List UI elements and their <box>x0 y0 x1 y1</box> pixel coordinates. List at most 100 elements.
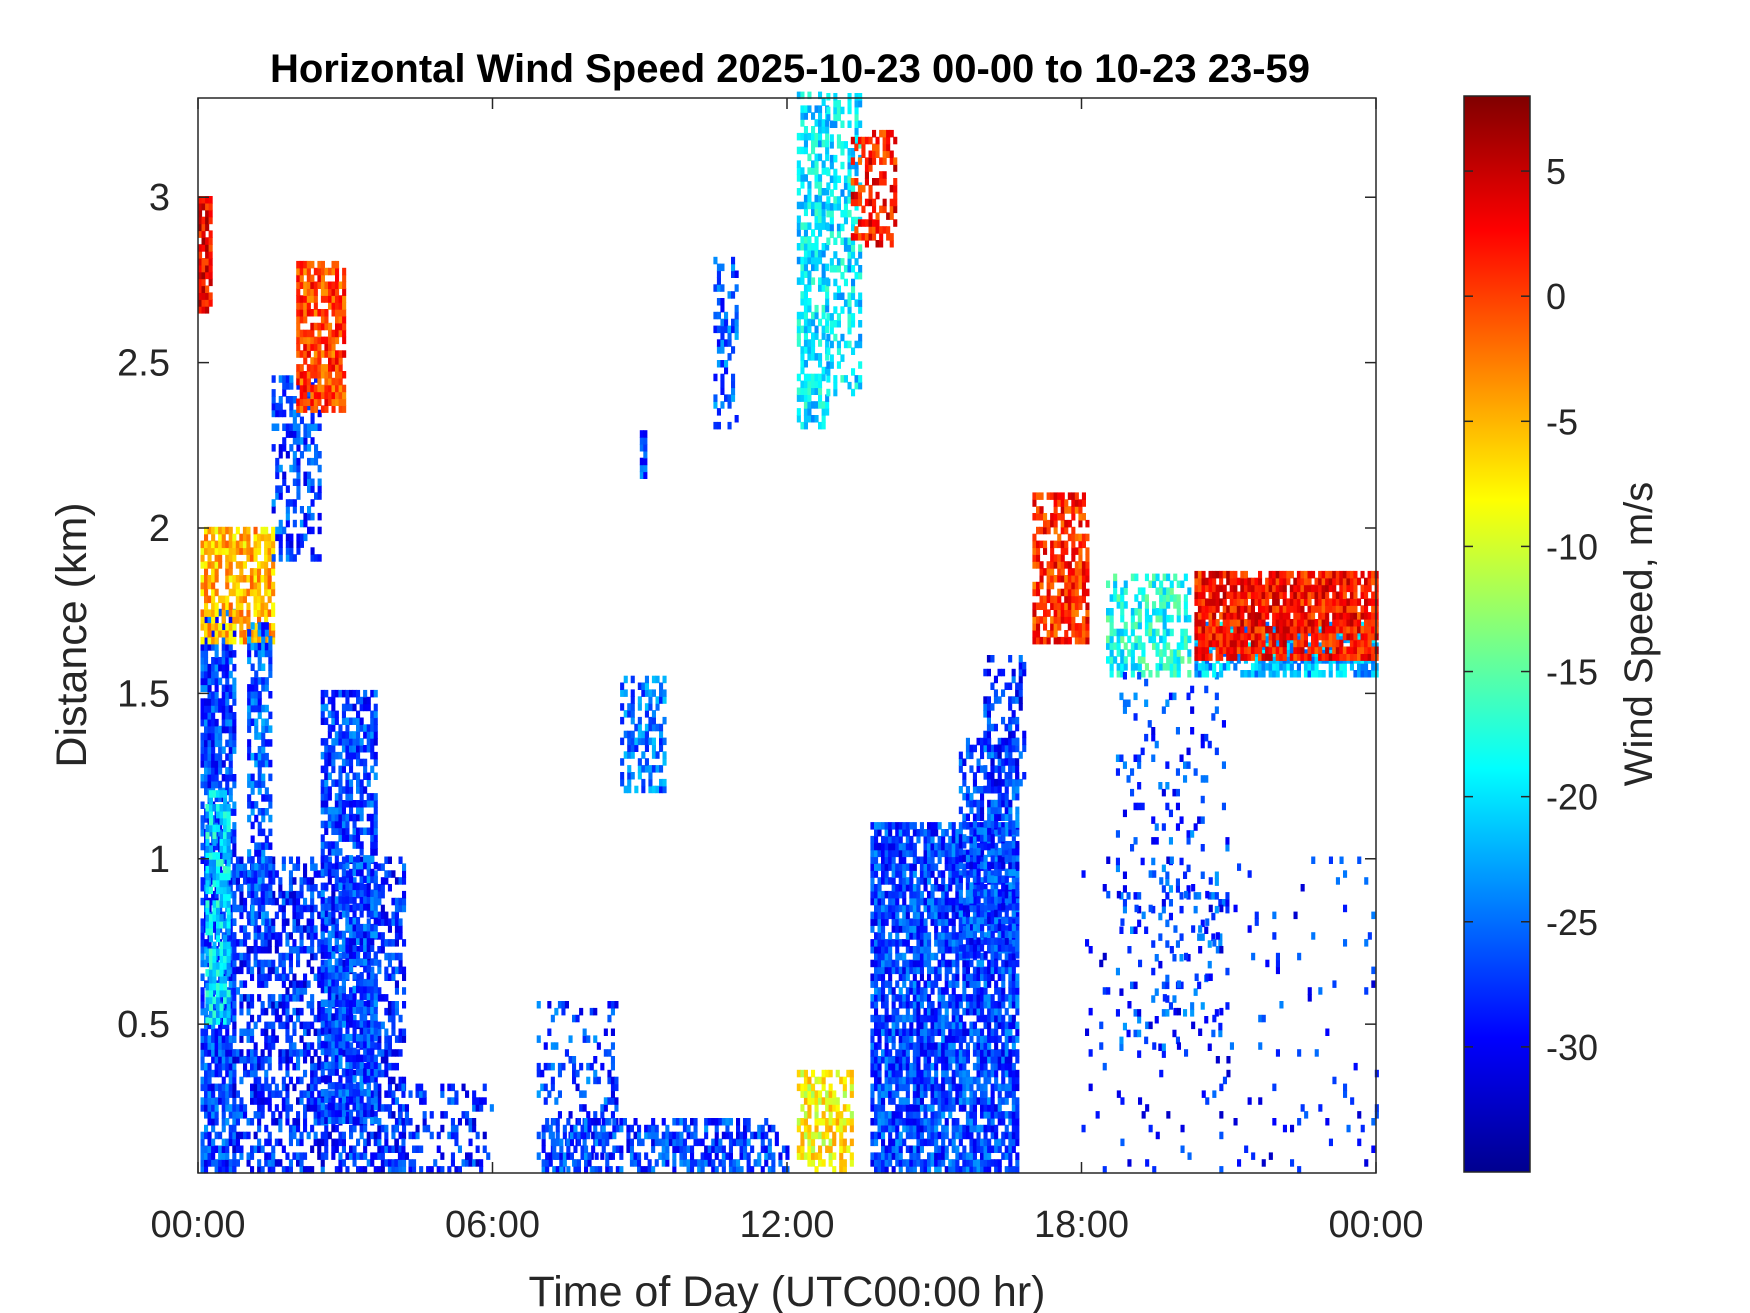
heatmap-cell <box>807 270 812 278</box>
heatmap-cell <box>288 980 293 988</box>
heatmap-cell <box>879 205 884 214</box>
heatmap-cell <box>601 1124 606 1133</box>
heatmap-cell <box>349 765 354 774</box>
heatmap-cell <box>216 872 221 881</box>
heatmap-cell <box>299 1159 304 1167</box>
heatmap-cell <box>331 1090 336 1098</box>
heatmap-cell <box>320 1006 325 1014</box>
heatmap-cell <box>288 870 293 878</box>
heatmap-cell <box>267 1152 272 1160</box>
heatmap-cell <box>268 636 273 644</box>
heatmap-cell <box>370 1116 375 1124</box>
heatmap-cell <box>327 1097 332 1105</box>
heatmap-cell <box>205 955 210 963</box>
heatmap-cell <box>338 377 343 386</box>
heatmap-cell <box>814 105 819 113</box>
heatmap-cell <box>264 1138 269 1147</box>
heatmap-cell <box>296 856 301 864</box>
heatmap-cell <box>268 842 273 850</box>
heatmap-cell <box>324 793 329 801</box>
heatmap-cell <box>422 1090 427 1098</box>
heatmap-cell <box>267 932 272 940</box>
heatmap-cell <box>387 1076 392 1085</box>
heatmap-cell <box>225 554 230 562</box>
heatmap-cell <box>345 1111 350 1119</box>
heatmap-cell <box>651 1138 656 1147</box>
heatmap-cell <box>338 371 343 379</box>
heatmap-cell <box>623 730 628 739</box>
heatmap-cell <box>711 1159 716 1167</box>
heatmap-cell <box>796 201 801 210</box>
heatmap-cell <box>356 1109 361 1118</box>
heatmap-cell <box>246 588 251 597</box>
heatmap-cell <box>331 1054 336 1063</box>
heatmap-cell <box>620 689 625 697</box>
heatmap-cell <box>639 430 644 438</box>
heatmap-cell <box>303 1104 308 1112</box>
heatmap-cell <box>349 1054 354 1063</box>
heatmap-cell <box>603 1097 608 1105</box>
heatmap-cell <box>254 752 259 761</box>
heatmap-cell <box>207 684 212 692</box>
heatmap-cell <box>363 1040 368 1049</box>
heatmap-cell <box>610 1042 615 1050</box>
heatmap-cell <box>214 1083 219 1092</box>
heatmap-cell <box>225 670 230 679</box>
heatmap-cell <box>725 1131 730 1140</box>
heatmap-cell <box>264 932 269 940</box>
heatmap-cell <box>216 969 221 977</box>
heatmap-cell <box>214 691 219 699</box>
heatmap-cell <box>226 969 231 977</box>
heatmap-cell <box>594 1131 599 1140</box>
heatmap-cell <box>851 278 856 287</box>
heatmap-cell <box>331 1040 336 1049</box>
heatmap-cell <box>807 132 812 141</box>
heatmap-cell <box>288 994 293 1002</box>
heatmap-cell <box>214 1131 219 1140</box>
heatmap-cell <box>216 921 221 929</box>
heatmap-cell <box>320 751 325 760</box>
heatmap-cell <box>561 1166 566 1174</box>
heatmap-cell <box>721 1159 726 1167</box>
heatmap-cell <box>208 824 213 833</box>
heatmap-cell <box>250 808 255 816</box>
heatmap-cell <box>306 904 311 913</box>
heatmap-cell <box>201 271 206 280</box>
heatmap-cell <box>468 1124 473 1133</box>
heatmap-cell <box>447 1131 452 1140</box>
heatmap-cell <box>320 930 325 939</box>
heatmap-cell <box>345 870 350 878</box>
heatmap-cell <box>306 267 311 276</box>
heatmap-cell <box>607 1049 612 1057</box>
heatmap-cell <box>303 343 308 351</box>
heatmap-cell <box>401 1090 406 1098</box>
heatmap-cell <box>836 361 841 369</box>
heatmap-cell <box>643 430 648 438</box>
heatmap-cell <box>204 615 209 624</box>
heatmap-cell <box>268 794 273 802</box>
heatmap-cell <box>253 932 258 940</box>
heatmap-cell <box>370 1068 375 1076</box>
heatmap-cell <box>208 264 213 273</box>
heatmap-cell <box>573 1166 578 1174</box>
heatmap-cell <box>250 870 255 878</box>
heatmap-cell <box>239 547 244 555</box>
heatmap-cell <box>579 1062 584 1071</box>
heatmap-cell <box>285 375 290 383</box>
heatmap-cell <box>605 1159 610 1167</box>
heatmap-cell <box>292 396 297 404</box>
heatmap-cell <box>648 765 653 773</box>
heatmap-cell <box>228 1104 233 1112</box>
heatmap-cell <box>366 1109 371 1118</box>
heatmap-cell <box>352 1116 357 1124</box>
heatmap-cell <box>257 869 262 878</box>
heatmap-cell <box>370 889 375 897</box>
heatmap-cell <box>296 315 301 324</box>
heatmap-cell <box>296 1049 301 1057</box>
heatmap-cell <box>373 896 378 904</box>
heatmap-cell <box>200 1145 205 1153</box>
heatmap-cell <box>807 1104 812 1112</box>
heatmap-cell <box>260 1111 265 1119</box>
heatmap-cell <box>200 1083 205 1092</box>
heatmap-cell <box>261 808 266 816</box>
